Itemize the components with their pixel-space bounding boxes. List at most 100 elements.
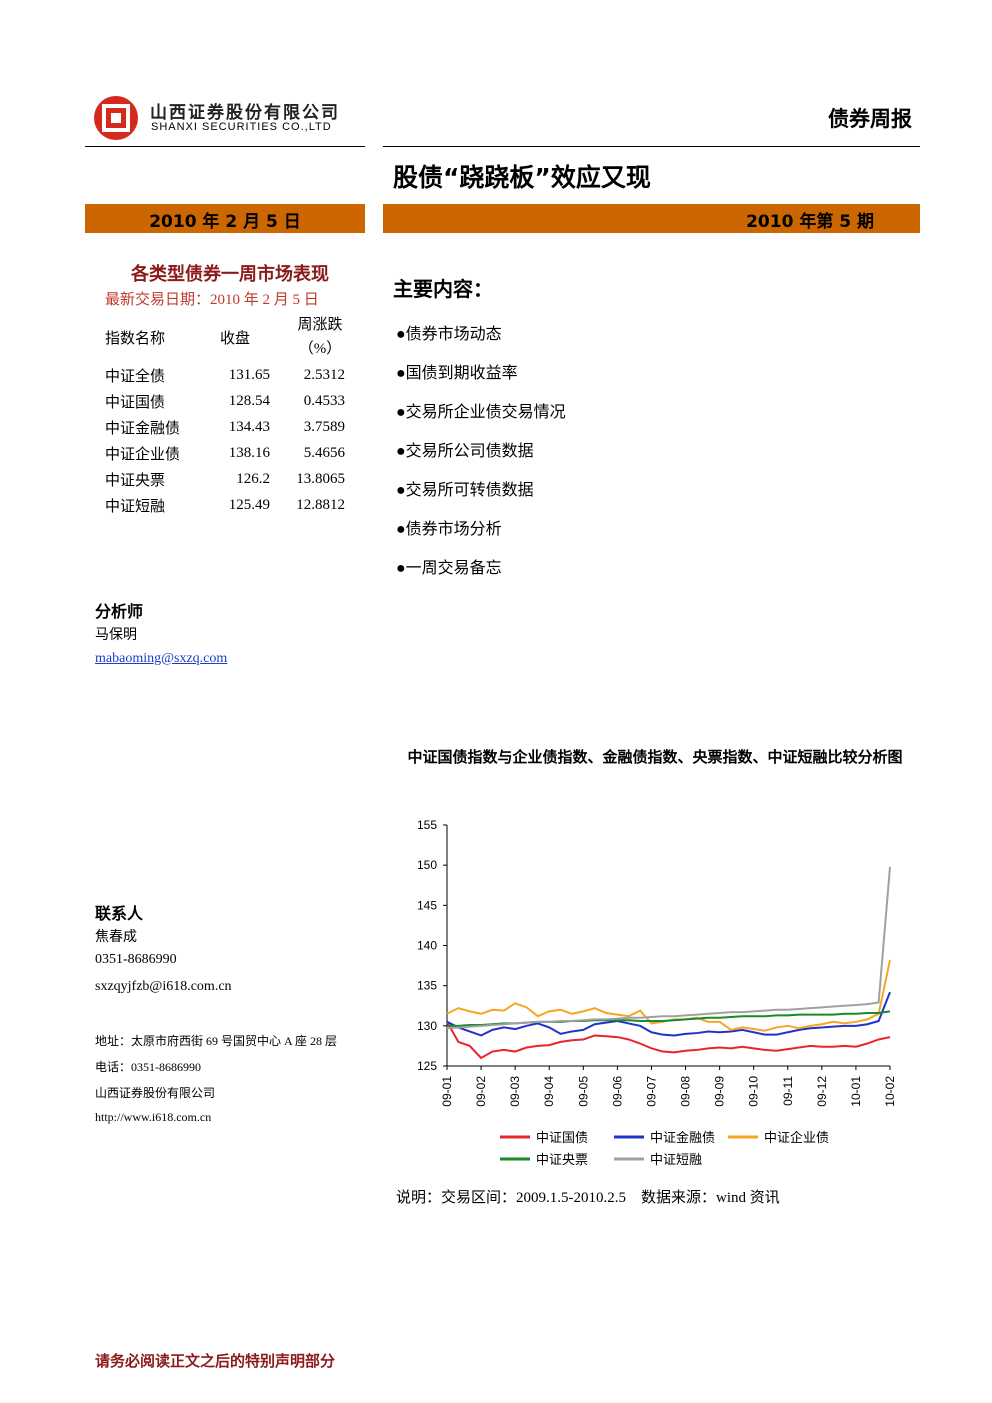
issue-bar (383, 204, 920, 233)
address: 地址：太原市府西街 69 号国贸中心 A 座 28 层 (95, 1034, 338, 1048)
item-text: 债券市场分析 (405, 521, 502, 538)
y-tick-label: 155 (417, 818, 437, 832)
contact-email: sxzqyjfzb@i618.com.cn (95, 979, 232, 994)
x-tick-label: 09-01 (440, 1076, 454, 1107)
item-text: 国债到期收益率 (405, 365, 518, 382)
item-text: 债券市场动态 (405, 326, 502, 343)
report-type: 债券周报 (828, 107, 912, 131)
table-row: 中证央票 126.2 13.8065 (105, 466, 345, 492)
report-title: 股债“跷跷板”效应又现 (393, 163, 651, 192)
bullet: ● (396, 326, 406, 343)
table-cell: 5.4656 (303, 444, 345, 461)
x-tick-label: 09-04 (542, 1076, 556, 1107)
contents-item: ●债券市场动态 (396, 320, 502, 344)
legend-label: 中证国债 (536, 1130, 588, 1145)
y-tick-label: 125 (417, 1059, 437, 1073)
table-cell: 138.16 (228, 444, 270, 461)
x-tick-label: 10-02 (883, 1076, 897, 1107)
issue: 2010 年第 5 期 (746, 212, 874, 232)
series-line (446, 866, 891, 1030)
table-cell: 128.54 (228, 392, 270, 409)
bullet: ● (396, 560, 406, 577)
x-tick-label: 10-01 (849, 1076, 863, 1107)
chart-note: 说明：交易区间：2009.1.5-2010.2.5 数据来源：wind 资讯 (396, 1190, 780, 1206)
table-cell: 2.5312 (303, 366, 345, 383)
contents-item: ●交易所可转债数据 (396, 476, 534, 500)
disclaimer: 请务必阅读正文之后的特别声明部分 (95, 1352, 336, 1370)
contents-item: ●国债到期收益率 (396, 359, 518, 383)
table-row: 中证短融 125.49 12.8812 (105, 492, 345, 518)
company-cn: 山西证券股份有限公司 (150, 103, 340, 123)
table-cell: 3.7589 (303, 418, 345, 435)
x-tick-label: 09-02 (474, 1076, 488, 1107)
header-cell: 收盘 (219, 330, 250, 347)
table-title: 各类型债券一周市场表现 (131, 264, 329, 285)
item-text: 交易所可转债数据 (405, 482, 534, 499)
contact-name: 焦春成 (95, 930, 137, 945)
table-cell: 126.2 (236, 470, 270, 487)
table-cell: 0.4533 (303, 392, 345, 409)
y-tick-label: 135 (417, 979, 437, 993)
legend-label: 中证央票 (536, 1152, 588, 1167)
market-table: 指数名称 收盘 周涨跌（%） 中证全债 131.65 2.5312 中证国债 128.5… (105, 312, 345, 518)
x-tick-label: 09-03 (508, 1076, 522, 1107)
table-row: 中证国债 128.54 0.4533 (105, 388, 345, 414)
table-cell: 13.8065 (296, 470, 345, 487)
x-tick-label: 09-11 (781, 1076, 795, 1106)
contents-item: ●一周交易备忘 (396, 554, 502, 578)
x-tick-label: 09-09 (713, 1076, 727, 1107)
bullet: ● (396, 404, 406, 421)
contents-heading: 主要内容： (393, 277, 493, 301)
table-cell: 12.8812 (296, 496, 345, 513)
address: http://www.i618.com.cn (95, 1110, 212, 1124)
x-tick-label: 09-08 (679, 1076, 693, 1107)
table-subtitle: 最新交易日期：2010 年 2 月 5 日 (105, 292, 319, 308)
contact-label: 联系人 (95, 904, 144, 923)
chart: 125 130 135 140 145 150 155 09-01 09-02 09-03 09-0… (417, 818, 897, 1167)
address: 山西证券股份有限公司 (95, 1086, 216, 1100)
x-tick-label: 09-12 (815, 1076, 829, 1107)
bullet: ● (396, 482, 406, 499)
header-cell: 指数名称 (105, 330, 166, 347)
item-text: 交易所公司债数据 (405, 443, 534, 460)
item-text: 一周交易备忘 (405, 560, 502, 577)
table-cell: 中证全债 (105, 368, 166, 385)
item-text: 交易所企业债交易情况 (405, 404, 566, 421)
bullet: ● (396, 443, 406, 460)
x-tick-label: 09-10 (747, 1076, 761, 1107)
date-bar (85, 204, 365, 233)
table-cell: 中证金融债 (105, 420, 181, 437)
table-cell: 中证国债 (105, 394, 166, 411)
table-cell: 125.49 (228, 496, 270, 513)
analyst-email[interactable]: mabaoming@sxzq.com (95, 651, 228, 666)
table-row: 中证金融债 134.43 3.7589 (105, 414, 345, 440)
table-row: 中证企业债 138.16 5.4656 (105, 440, 345, 466)
series-line (446, 1021, 891, 1060)
table-cell: 中证央票 (105, 472, 166, 489)
logo (94, 96, 138, 140)
table-cell: 中证企业债 (105, 446, 181, 463)
bullet: ● (396, 365, 406, 382)
y-tick-label: 130 (417, 1019, 437, 1033)
y-tick-label: 140 (417, 939, 437, 953)
rule (85, 146, 365, 147)
address: 电话：0351-8686990 (95, 1060, 201, 1074)
rule (383, 146, 920, 147)
x-tick-label: 09-07 (644, 1076, 658, 1107)
table-cell: 中证短融 (105, 498, 166, 515)
legend-label: 中证短融 (650, 1152, 702, 1167)
company-en: SHANXI SECURITIES CO.,LTD (151, 121, 332, 133)
x-tick-label: 09-06 (610, 1076, 624, 1107)
contents-item: ●交易所公司债数据 (396, 437, 534, 461)
chart-title: 中证国债指数与企业债指数、金融债指数、央票指数、中证短融比较分析图 (407, 748, 903, 766)
series-line (446, 991, 891, 1037)
analyst-name: 马保明 (95, 628, 137, 643)
y-tick-label: 150 (417, 858, 437, 872)
legend-label: 中证金融债 (650, 1130, 715, 1145)
date: 2010 年 2 月 5 日 (149, 212, 301, 232)
y-tick-label: 145 (417, 898, 437, 912)
contact-phone: 0351-8686990 (95, 952, 177, 967)
x-tick-label: 09-05 (576, 1076, 590, 1107)
table-cell: 134.43 (228, 418, 270, 435)
